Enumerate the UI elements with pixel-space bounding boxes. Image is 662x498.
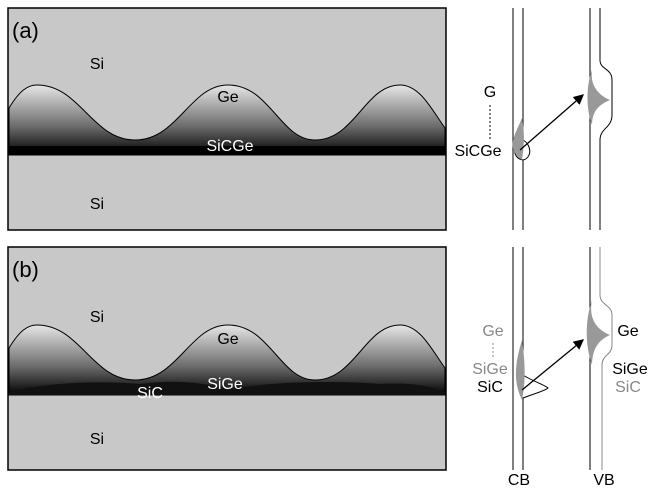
transition-arrow: [520, 95, 583, 150]
panel-label: (a): [12, 18, 39, 43]
band-label: SiGe: [612, 361, 648, 378]
cb-edge: [515, 8, 530, 230]
band-label: SiC: [615, 379, 641, 396]
figure: (a) Si Ge SiCGe Si G SiCGe (b) Si Ge SiC…: [0, 0, 662, 493]
region-label: Si: [90, 431, 104, 448]
region-label: Ge: [217, 331, 238, 348]
region-label: SiGe: [207, 376, 243, 393]
region-label: Si: [90, 196, 104, 213]
axis-label: VB: [593, 472, 614, 489]
band-label: SiCGe: [454, 143, 501, 160]
region-label: SiC: [137, 385, 163, 402]
band-label: G: [484, 84, 496, 101]
wavefunction: [588, 70, 611, 125]
band-label: Ge: [482, 323, 503, 340]
region-label: Si: [90, 56, 104, 73]
vb-edge: [600, 8, 612, 230]
panel-b: (b) Si Ge SiC SiGe Si Ge SiGe SiC Ge SiG…: [8, 247, 648, 470]
axis-label: CB: [508, 472, 530, 489]
band-label: Ge: [617, 323, 638, 340]
vb-edge: [600, 247, 612, 470]
wavefunction: [513, 118, 524, 160]
panel-label: (b): [12, 257, 39, 282]
panel-a: (a) Si Ge SiCGe Si G SiCGe: [8, 8, 612, 230]
region-label: Si: [90, 309, 104, 326]
region-label: Ge: [217, 89, 238, 106]
band-label: SiGe: [472, 361, 508, 378]
region-label: SiCGe: [206, 138, 253, 155]
band-label: SiC: [477, 379, 503, 396]
transition-arrow: [522, 340, 583, 390]
cb-edge: [523, 247, 548, 470]
